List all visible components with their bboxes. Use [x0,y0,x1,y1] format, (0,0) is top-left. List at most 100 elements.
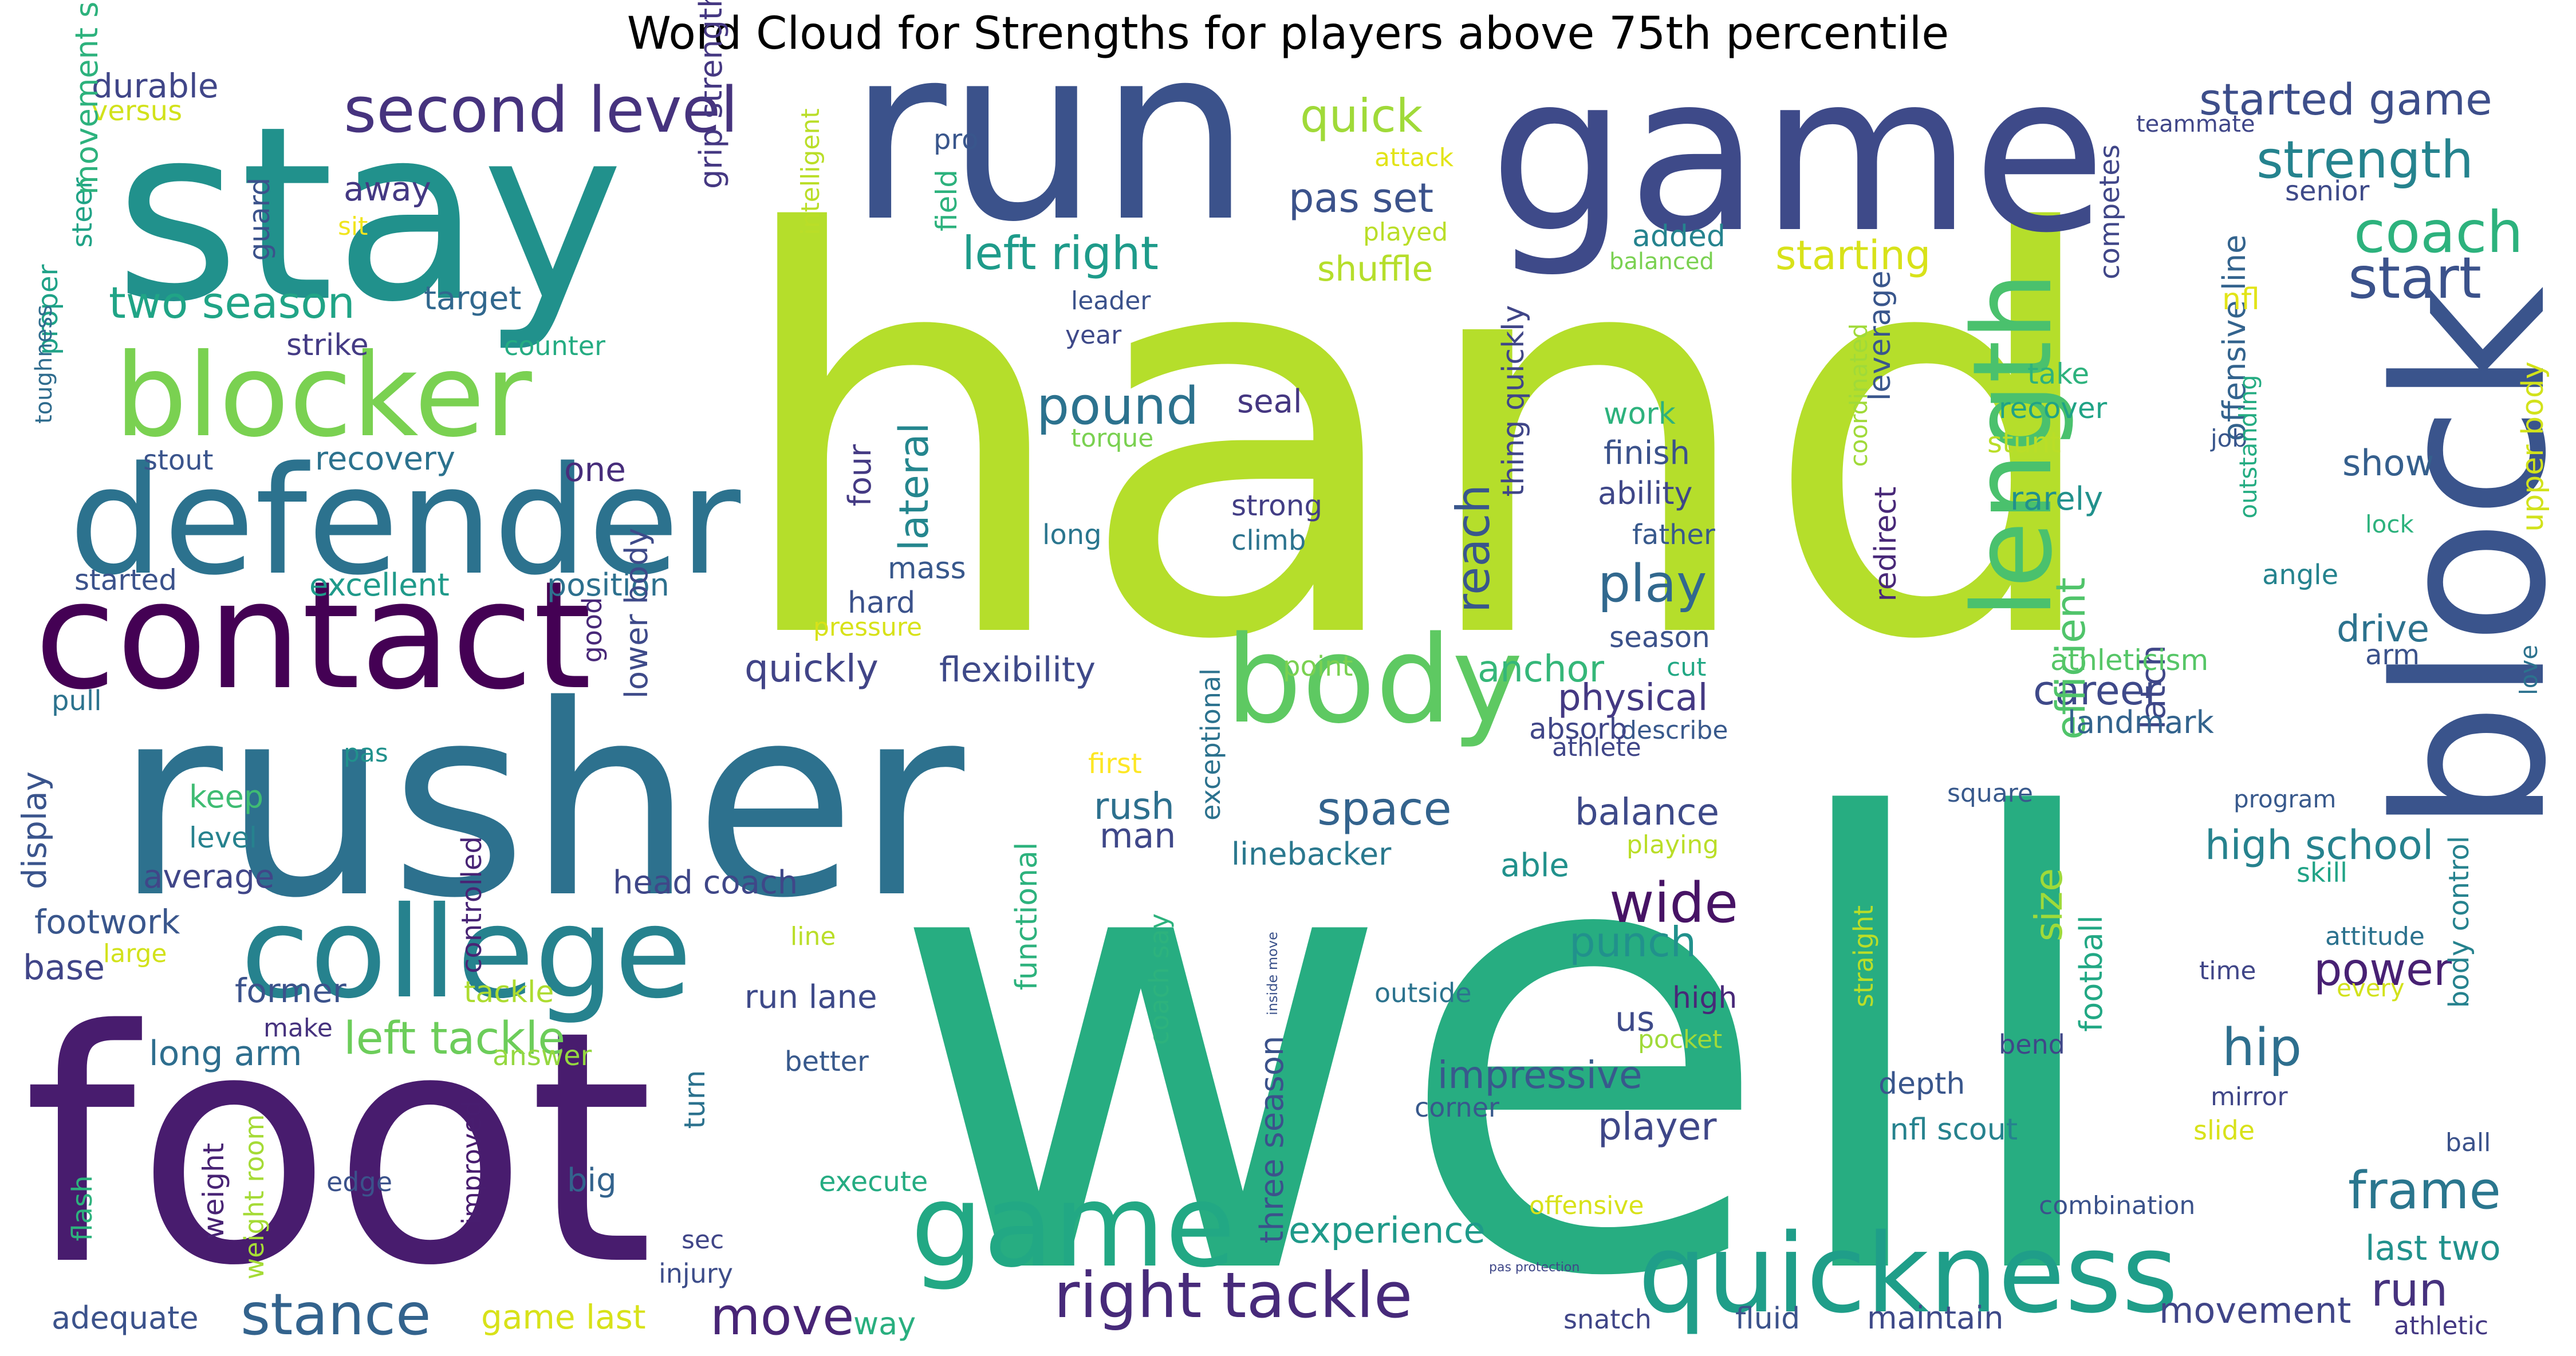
word-athletic: athletic [2394,1311,2488,1341]
word-starting: starting [1775,232,1931,279]
word-arm: arm [2365,639,2420,671]
word-drive: drive [2337,608,2429,651]
word-body-control: body control [2443,836,2475,1008]
word-rusher: rusher [115,649,967,956]
word-teammate: teammate [2136,111,2255,137]
word-improved: improved [456,1100,487,1225]
word-skill: skill [2297,857,2347,888]
word-flexibility: flexibility [939,650,1096,690]
chart-title: Word Cloud for Strengths for players abo… [627,8,1949,60]
word-adequate: adequate [52,1300,199,1336]
word-take: take [2027,357,2089,391]
word-turn: turn [678,1070,711,1129]
word-program: program [2234,785,2336,813]
word-started: started [74,563,177,597]
word-experience: experience [1289,1209,1486,1251]
word-better: better [785,1046,869,1078]
word-seal: seal [1237,383,1302,420]
word-pressure: pressure [813,613,922,642]
word-pro: pro [933,124,979,156]
word-ability: ability [1598,475,1693,511]
word-lower-body: lower body [619,528,655,699]
word-controlled: controlled [456,836,488,973]
word-absorb: absorb [1529,712,1627,746]
word-nfl: nfl [2222,282,2260,317]
word-bend: bend [1999,1029,2065,1060]
word-punch: punch [1569,918,1696,966]
word-corner: corner [1415,1092,1499,1123]
word-position: position [547,567,669,603]
word-offensive-line: offensive line [2216,235,2252,442]
word-linebacker: linebacker [1231,836,1392,872]
word-mirror: mirror [2211,1082,2288,1111]
word-outstanding: outstanding [2234,375,2262,518]
word-football: football [2073,915,2109,1032]
word-blocker: blocker [115,329,533,463]
word-every: every [2337,974,2405,1002]
word-pound: pound [1037,376,1199,436]
word-long: long [1042,519,1102,551]
word-base: base [23,948,105,988]
word-us: us [1615,999,1655,1039]
word-competes: competes [2094,144,2126,279]
word-straight: straight [1848,905,1879,1007]
word-length: length [1949,271,2076,618]
word-line: line [790,922,836,951]
word-body: body [1226,610,1523,750]
word-block: block [2352,286,2576,833]
word-sit: sit [338,212,368,241]
word-foot: foot [23,963,654,1336]
word-left-tackle: left tackle [344,1013,565,1065]
word-attitude: attitude [2325,922,2425,951]
word-climb: climb [1231,525,1306,557]
word-run: run [848,0,1251,275]
word-high-school: high school [2205,822,2433,869]
word-pull: pull [52,685,102,717]
word-good: good [577,597,608,663]
word-frame: frame [2348,1161,2501,1221]
word-leverage: leverage [1863,271,1897,401]
word-excellent: excellent [309,567,450,603]
word-pas-set: pas set [1289,175,1433,222]
word-senior: senior [2285,175,2370,207]
word-coach: coach [2354,199,2523,266]
word-counter: counter [504,330,605,361]
word-able: able [1500,847,1569,884]
word-long-arm: long arm [149,1034,302,1074]
word-game: game [911,1160,1235,1293]
word-depth: depth [1878,1067,1965,1101]
word-footwork: footwork [34,902,180,941]
word-display: display [15,771,54,889]
word-torque: torque [1071,424,1153,453]
word-strike: strike [286,328,369,362]
word-thing-quickly: thing quickly [1496,305,1531,497]
word-point: point [1283,651,1353,683]
word-maintain: maintain [1867,1300,2003,1336]
word-outside: outside [1374,977,1472,1008]
word-started-game: started game [2199,74,2492,125]
word-functional: functional [1010,842,1044,991]
word-versus: versus [92,95,182,127]
word-away: away [344,170,431,208]
word-hand: hand [727,120,2110,760]
word-one: one [564,450,626,489]
word-cut: cut [1667,653,1706,682]
word-well: well [888,692,2118,1356]
word-level: level [189,821,257,854]
word-love: love [2515,645,2543,695]
word-lock: lock [2365,510,2414,538]
word-space: space [1317,782,1452,835]
word-injury: injury [659,1258,733,1289]
word-execute: execute [819,1166,928,1198]
word-play: play [1598,554,1707,614]
word-stay: stay [115,75,624,355]
word-stance: stance [241,1281,431,1348]
word-tackle: tackle [464,975,554,1010]
word-work: work [1604,397,1676,431]
word-intelligent: intelligent [796,108,825,235]
word-four: four [842,444,878,506]
word-father: father [1632,519,1715,551]
word-nfl-scout: nfl scout [1890,1113,2018,1147]
word-big: big [567,1162,617,1199]
word-pas-protection: pas protection [1489,1260,1580,1275]
